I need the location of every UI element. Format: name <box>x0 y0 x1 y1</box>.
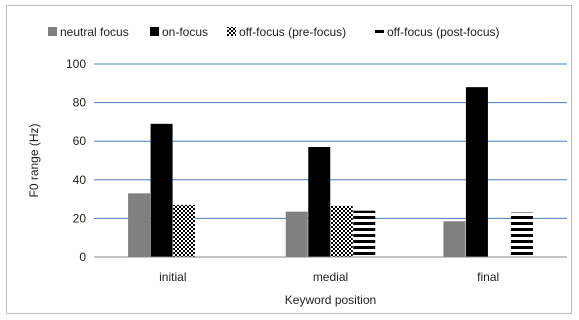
bar <box>510 212 533 257</box>
y-tick-label: 60 <box>73 134 87 148</box>
bar <box>150 123 173 257</box>
bars <box>128 87 533 257</box>
legend: neutral focus on-focus off-focus (pre-focu… <box>48 25 500 39</box>
y-axis-label: F0 range (Hz) <box>27 123 41 197</box>
bar <box>465 87 488 257</box>
x-axis-label: Keyword position <box>285 293 376 307</box>
y-axis-ticks: 0 20 40 60 80 100 <box>66 57 86 264</box>
y-tick-label: 100 <box>66 57 86 71</box>
legend-swatch <box>227 27 236 36</box>
y-tick-label: 20 <box>73 211 87 225</box>
bar <box>173 204 196 257</box>
gridlines <box>94 63 567 219</box>
y-tick-label: 80 <box>73 96 87 110</box>
x-axis-ticks: initial medial final <box>159 270 499 284</box>
x-tick-label: final <box>477 270 499 284</box>
legend-label: off-focus (pre-focus) <box>239 25 346 39</box>
legend-label: off-focus (post-focus) <box>387 25 500 39</box>
y-tick-label: 40 <box>73 173 87 187</box>
bar <box>128 193 151 257</box>
bar <box>285 211 308 257</box>
bar <box>330 205 353 257</box>
legend-label: on-focus <box>162 25 208 39</box>
bar <box>443 221 466 257</box>
legend-swatch <box>48 27 57 36</box>
x-tick-label: initial <box>159 270 186 284</box>
x-tick-label: medial <box>313 270 348 284</box>
legend-label: neutral focus <box>60 25 129 39</box>
legend-swatch <box>375 27 384 36</box>
bar <box>353 210 376 257</box>
legend-swatch <box>150 27 159 36</box>
chart-frame: neutral focus on-focus off-focus (pre-focu… <box>6 5 572 314</box>
y-tick-label: 0 <box>79 250 86 264</box>
chart: neutral focus on-focus off-focus (pre-focu… <box>27 25 567 307</box>
bar <box>308 146 331 257</box>
